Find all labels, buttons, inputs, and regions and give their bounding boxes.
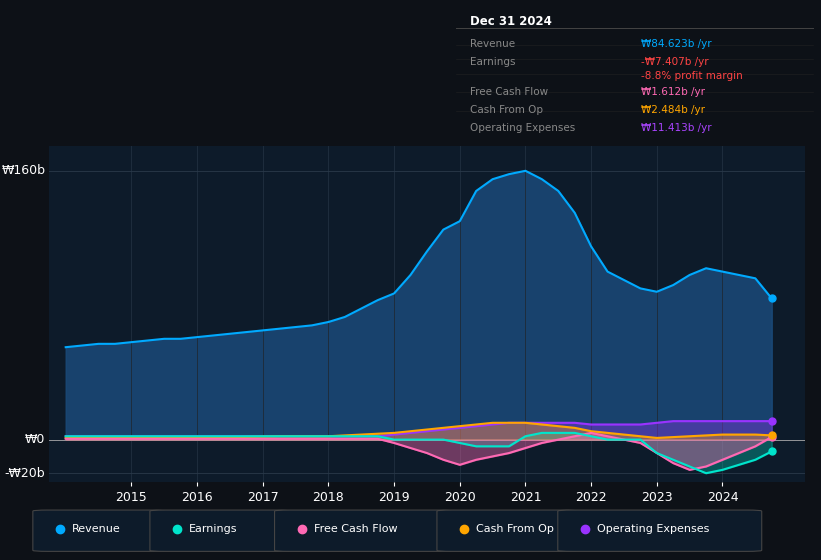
Text: Operating Expenses: Operating Expenses: [597, 524, 709, 534]
Text: Earnings: Earnings: [189, 524, 238, 534]
Text: -8.8% profit margin: -8.8% profit margin: [641, 72, 743, 81]
Text: ₩160b: ₩160b: [2, 164, 45, 178]
Text: Free Cash Flow: Free Cash Flow: [314, 524, 397, 534]
Text: Operating Expenses: Operating Expenses: [470, 123, 576, 133]
Text: ₩84.623b /yr: ₩84.623b /yr: [641, 39, 712, 49]
Text: Earnings: Earnings: [470, 58, 516, 67]
Text: -₩20b: -₩20b: [5, 466, 45, 480]
Text: Revenue: Revenue: [470, 39, 515, 49]
FancyBboxPatch shape: [557, 510, 762, 552]
Text: Dec 31 2024: Dec 31 2024: [470, 15, 552, 29]
FancyBboxPatch shape: [274, 510, 452, 552]
FancyBboxPatch shape: [150, 510, 290, 552]
Text: ₩11.413b /yr: ₩11.413b /yr: [641, 123, 712, 133]
FancyBboxPatch shape: [437, 510, 576, 552]
FancyBboxPatch shape: [33, 510, 165, 552]
Text: Cash From Op: Cash From Op: [476, 524, 554, 534]
Text: ₩0: ₩0: [25, 433, 45, 446]
Text: ₩1.612b /yr: ₩1.612b /yr: [641, 87, 705, 97]
Text: ₩2.484b /yr: ₩2.484b /yr: [641, 105, 705, 115]
Text: Cash From Op: Cash From Op: [470, 105, 543, 115]
Text: -₩7.407b /yr: -₩7.407b /yr: [641, 58, 709, 67]
Text: Revenue: Revenue: [72, 524, 121, 534]
Text: Free Cash Flow: Free Cash Flow: [470, 87, 548, 97]
